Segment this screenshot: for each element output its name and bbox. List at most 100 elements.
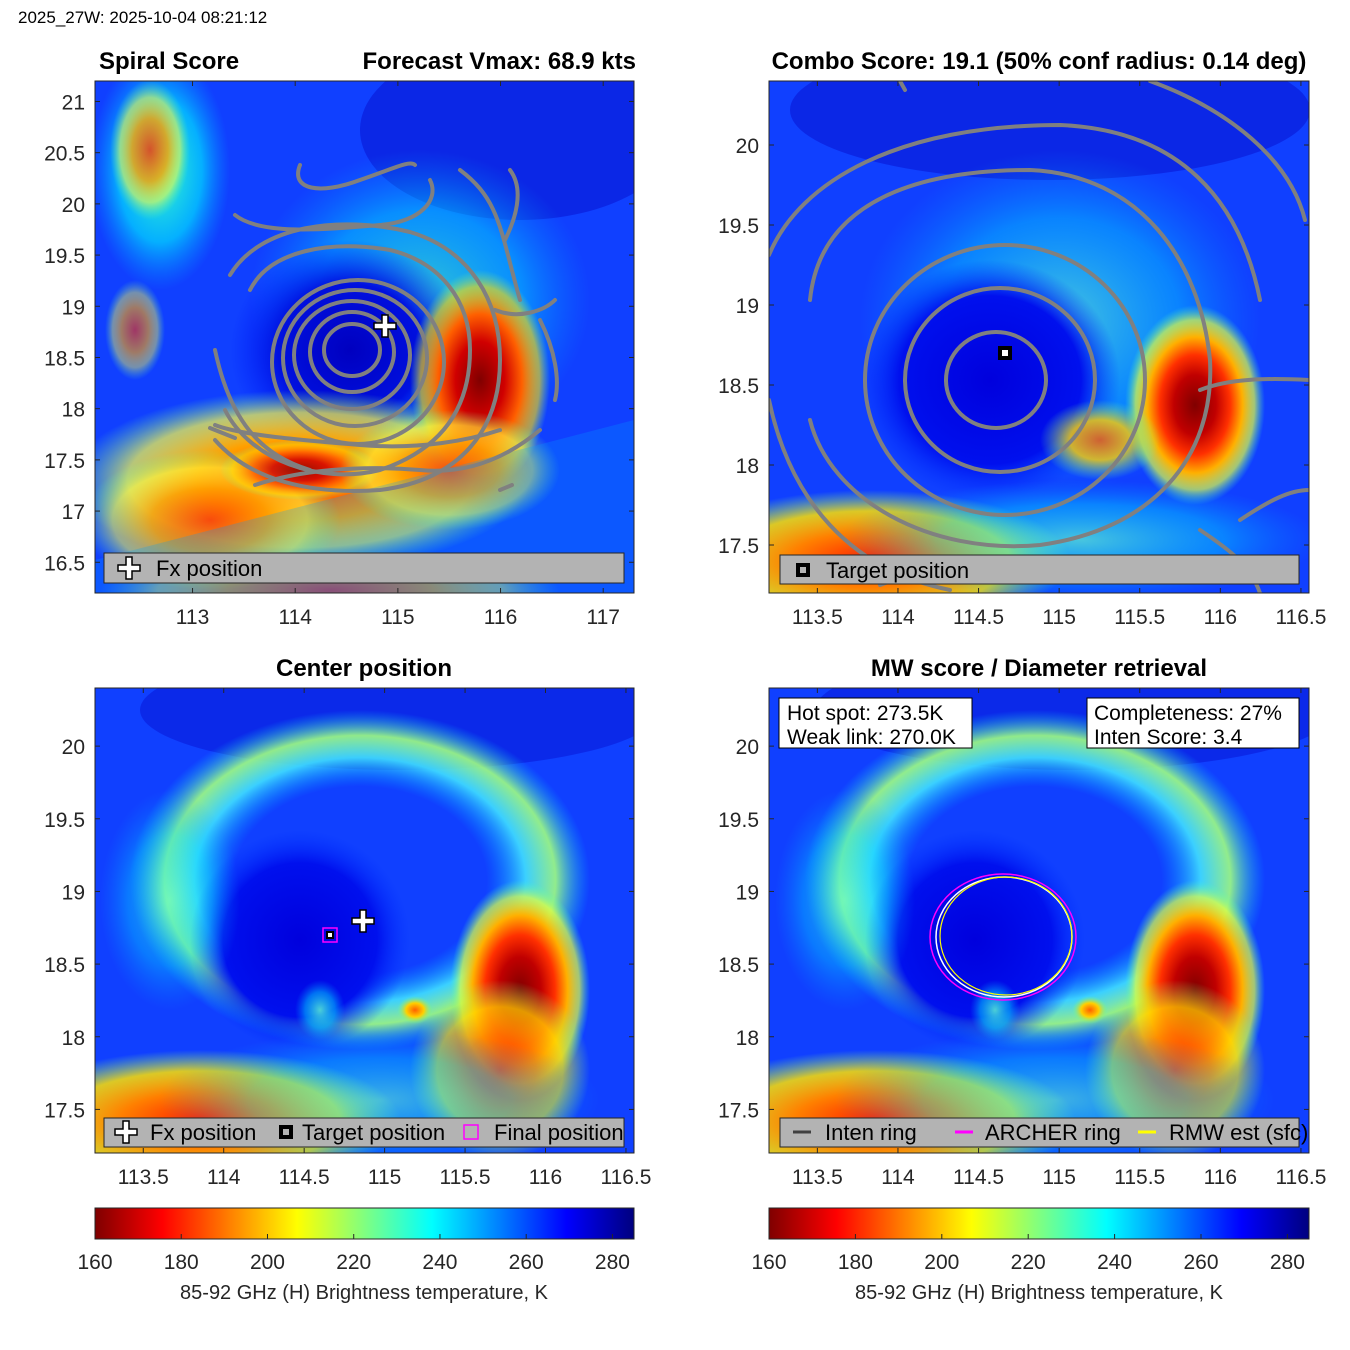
x-tick-label: 113.5: [118, 1166, 169, 1189]
spiral-title-right: Forecast Vmax: 68.9 kts: [363, 48, 636, 75]
inten-score-text: Inten Score: 3.4: [1094, 726, 1243, 749]
colorbar-tick-label: 260: [1183, 1251, 1218, 1274]
spiral-yticks: 21 20.5 20 19.5 19 18.5 18 17.5 17 16.5: [44, 91, 634, 575]
y-tick-label: 20: [62, 194, 85, 217]
y-tick-label: 20: [736, 736, 759, 759]
x-tick-label: 114: [881, 606, 915, 629]
y-tick-label: 17.5: [718, 1099, 759, 1122]
colorbar-tick-label: 160: [77, 1251, 112, 1274]
spiral-title-left: Spiral Score: [99, 48, 239, 75]
mw-textbox-left: Hot spot: 273.5K Weak link: 270.0K: [778, 697, 973, 749]
combo-score-panel: Combo Score: 19.1 (50% conf radius: 0.14…: [718, 48, 1326, 629]
rmw-ring: [939, 876, 1073, 996]
magenta-square-icon: [463, 1124, 479, 1140]
colorbar-right: 160 180 200 220 240 260 280 85-92 GHz (H) Brig…: [751, 1207, 1310, 1304]
y-tick-label: 19: [62, 881, 85, 904]
x-tick-label: 116: [1204, 1166, 1237, 1189]
center-axes-box: [94, 687, 635, 1154]
center-target-marker: [322, 927, 338, 943]
y-tick-label: 18: [62, 399, 85, 422]
x-tick-label: 116.5: [1275, 606, 1326, 629]
y-tick-label: 20: [62, 736, 85, 759]
spiral-xticks: 113 114 115 116 117: [176, 81, 620, 629]
center-title: Center position: [276, 655, 452, 682]
colorbar-tick-label: 280: [595, 1251, 630, 1274]
mw-heatmap: [769, 688, 1309, 1153]
plus-icon: [117, 556, 141, 580]
y-tick-label: 19.5: [44, 245, 85, 268]
spiral-legend-label: Fx position: [156, 556, 262, 581]
y-tick-label: 19: [736, 295, 759, 318]
y-tick-label: 19.5: [718, 215, 759, 238]
spiral-fx-marker: [373, 314, 397, 338]
colorbar-tick-label: 180: [164, 1251, 199, 1274]
x-tick-label: 115: [1042, 606, 1075, 629]
archer-ring: [929, 873, 1077, 1001]
mw-legend: Inten ring ARCHER ring RMW est (sfc): [779, 1117, 1308, 1148]
weak-link-text: Weak link: 270.0K: [787, 726, 956, 749]
mw-legend-inten: Inten ring: [825, 1120, 917, 1145]
hot-spot-text: Hot spot: 273.5K: [787, 702, 943, 725]
x-tick-label: 114: [881, 1166, 915, 1189]
y-tick-label: 19: [62, 296, 85, 319]
x-tick-label: 113.5: [792, 1166, 843, 1189]
spiral-axes-box: [94, 80, 635, 594]
y-tick-label: 18: [62, 1027, 85, 1050]
x-tick-label: 116: [484, 606, 517, 629]
y-tick-label: 18.5: [718, 954, 759, 977]
combo-contours: [769, 81, 1309, 593]
x-tick-label: 114: [278, 606, 312, 629]
x-tick-label: 116.5: [1275, 1166, 1326, 1189]
x-tick-label: 115: [381, 606, 414, 629]
completeness-text: Completeness: 27%: [1094, 702, 1282, 725]
center-legend: Fx position Target position Final positi…: [103, 1117, 625, 1148]
colorbar-tick-label: 180: [838, 1251, 873, 1274]
combo-title: Combo Score: 19.1 (50% conf radius: 0.14…: [772, 48, 1307, 75]
x-tick-label: 114: [207, 1166, 241, 1189]
x-tick-label: 115.5: [1114, 1166, 1165, 1189]
square-icon: [279, 1125, 293, 1139]
y-tick-label: 17: [62, 501, 85, 524]
y-tick-label: 19: [736, 881, 759, 904]
combo-yticks: 20 19.5 19 18.5 18 17.5: [718, 135, 1309, 558]
x-tick-label: 113.5: [792, 606, 843, 629]
x-tick-label: 114.5: [953, 606, 1004, 629]
y-tick-label: 18.5: [44, 347, 85, 370]
x-tick-label: 113: [176, 606, 209, 629]
center-position-panel: Center position 113.5 114 114.5 115 115.5 116…: [44, 655, 651, 1189]
mw-legend-archer: ARCHER ring: [985, 1120, 1121, 1145]
combo-legend: Target position: [779, 554, 1300, 585]
square-icon: [796, 563, 810, 577]
colorbar-tick-label: 260: [509, 1251, 544, 1274]
combo-xticks: 113.5 114 114.5 115 115.5 116 116.5: [792, 81, 1326, 629]
center-fx-marker: [351, 909, 375, 933]
center-yticks: 20 19.5 19 18.5 18 17.5: [44, 736, 634, 1122]
x-tick-label: 116.5: [600, 1166, 651, 1189]
colorbar-tick-label: 200: [924, 1251, 959, 1274]
center-legend-final: Final position: [494, 1120, 624, 1145]
y-tick-label: 18: [736, 455, 759, 478]
center-heatmap: [95, 688, 634, 1153]
center-legend-target: Target position: [302, 1120, 445, 1145]
x-tick-label: 117: [586, 606, 619, 629]
colorbar-tick-label: 160: [751, 1251, 786, 1274]
x-tick-label: 115: [368, 1166, 401, 1189]
mw-score-panel: MW score / Diameter retrieval 113.5 114 11…: [718, 655, 1326, 1189]
y-tick-label: 21: [62, 91, 85, 114]
center-legend-fx: Fx position: [150, 1120, 256, 1145]
combo-target-marker: [998, 346, 1012, 360]
x-tick-label: 114.5: [953, 1166, 1004, 1189]
y-tick-label: 17.5: [44, 450, 85, 473]
mw-xticks: 113.5 114 114.5 115 115.5 116 116.5: [792, 688, 1326, 1189]
colorbar-right-label: 85-92 GHz (H) Brightness temperature, K: [855, 1282, 1224, 1304]
colorbar-left-label: 85-92 GHz (H) Brightness temperature, K: [180, 1282, 549, 1304]
spiral-legend: Fx position: [103, 552, 625, 584]
x-tick-label: 115: [1042, 1166, 1075, 1189]
spiral-contours: [208, 161, 559, 493]
y-tick-label: 18: [736, 1027, 759, 1050]
colorbar-tick-label: 220: [1011, 1251, 1046, 1274]
x-tick-label: 115.5: [440, 1166, 491, 1189]
spiral-score-panel: Spiral Score Forecast Vmax: 68.9 kts 113…: [44, 48, 636, 629]
x-tick-label: 116: [1204, 606, 1237, 629]
